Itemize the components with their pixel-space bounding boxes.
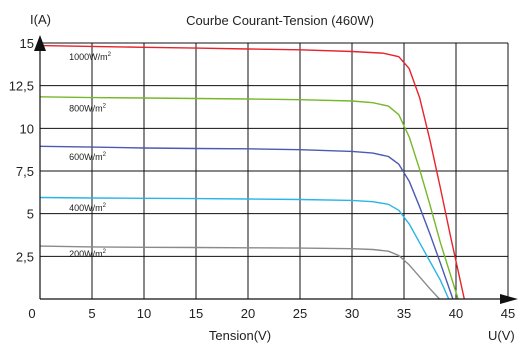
y-tick-label-3: 10 <box>20 121 34 136</box>
curve-label-1: 800W/m2 <box>69 103 107 113</box>
curve-label-superscript-0: 2 <box>108 52 112 58</box>
x-tick-label-6: 30 <box>345 306 359 321</box>
series-line-4 <box>39 245 440 300</box>
x-tick-label-3: 15 <box>189 306 203 321</box>
curve-label-superscript-3: 2 <box>103 203 107 209</box>
curve-label-3: 400W/m2 <box>69 203 107 213</box>
x-tick-label-8: 40 <box>449 306 463 321</box>
y-axis-title: I(A) <box>30 12 51 27</box>
series-line-0 <box>39 44 465 300</box>
series-line-2 <box>39 145 454 300</box>
x-axis-end-label: U(V) <box>488 328 515 343</box>
chart-title: Courbe Courant-Tension (460W) <box>186 13 374 28</box>
axes <box>34 35 518 304</box>
series-line-1 <box>39 96 459 300</box>
x-tick-label-1: 5 <box>88 306 95 321</box>
x-axis-arrow-icon <box>500 294 518 304</box>
curve-label-4: 200W/m2 <box>69 249 107 259</box>
curve-label-0: 1000W/m2 <box>69 52 112 62</box>
y-tick-label-0: 2,5 <box>16 249 34 264</box>
curve-label-superscript-1: 2 <box>103 103 107 109</box>
x-tick-label-0: 0 <box>28 306 35 321</box>
x-tick-label-4: 20 <box>241 306 255 321</box>
series-line-3 <box>39 196 450 300</box>
x-tick-label-5: 25 <box>293 306 307 321</box>
curve-label-superscript-2: 2 <box>103 152 107 158</box>
x-tick-label-2: 10 <box>137 306 151 321</box>
grid <box>40 42 509 299</box>
x-tick-label-7: 35 <box>397 306 411 321</box>
labels: 0 5 10 15 20 25 30 35 40 45 2,5 5 7,5 10 12,5 15 1000W/m… <box>9 36 516 321</box>
y-axis-arrow-icon <box>34 35 46 51</box>
x-axis-title: Tension(V) <box>209 328 271 343</box>
series-lines <box>39 44 465 300</box>
curve-label-superscript-4: 2 <box>103 249 107 255</box>
y-tick-label-1: 5 <box>27 207 34 222</box>
y-tick-label-2: 7,5 <box>16 164 34 179</box>
y-tick-label-4: 12,5 <box>9 79 34 94</box>
y-tick-label-5: 15 <box>20 36 34 51</box>
curve-label-2: 600W/m2 <box>69 152 107 162</box>
x-tick-label-9: 45 <box>501 306 515 321</box>
